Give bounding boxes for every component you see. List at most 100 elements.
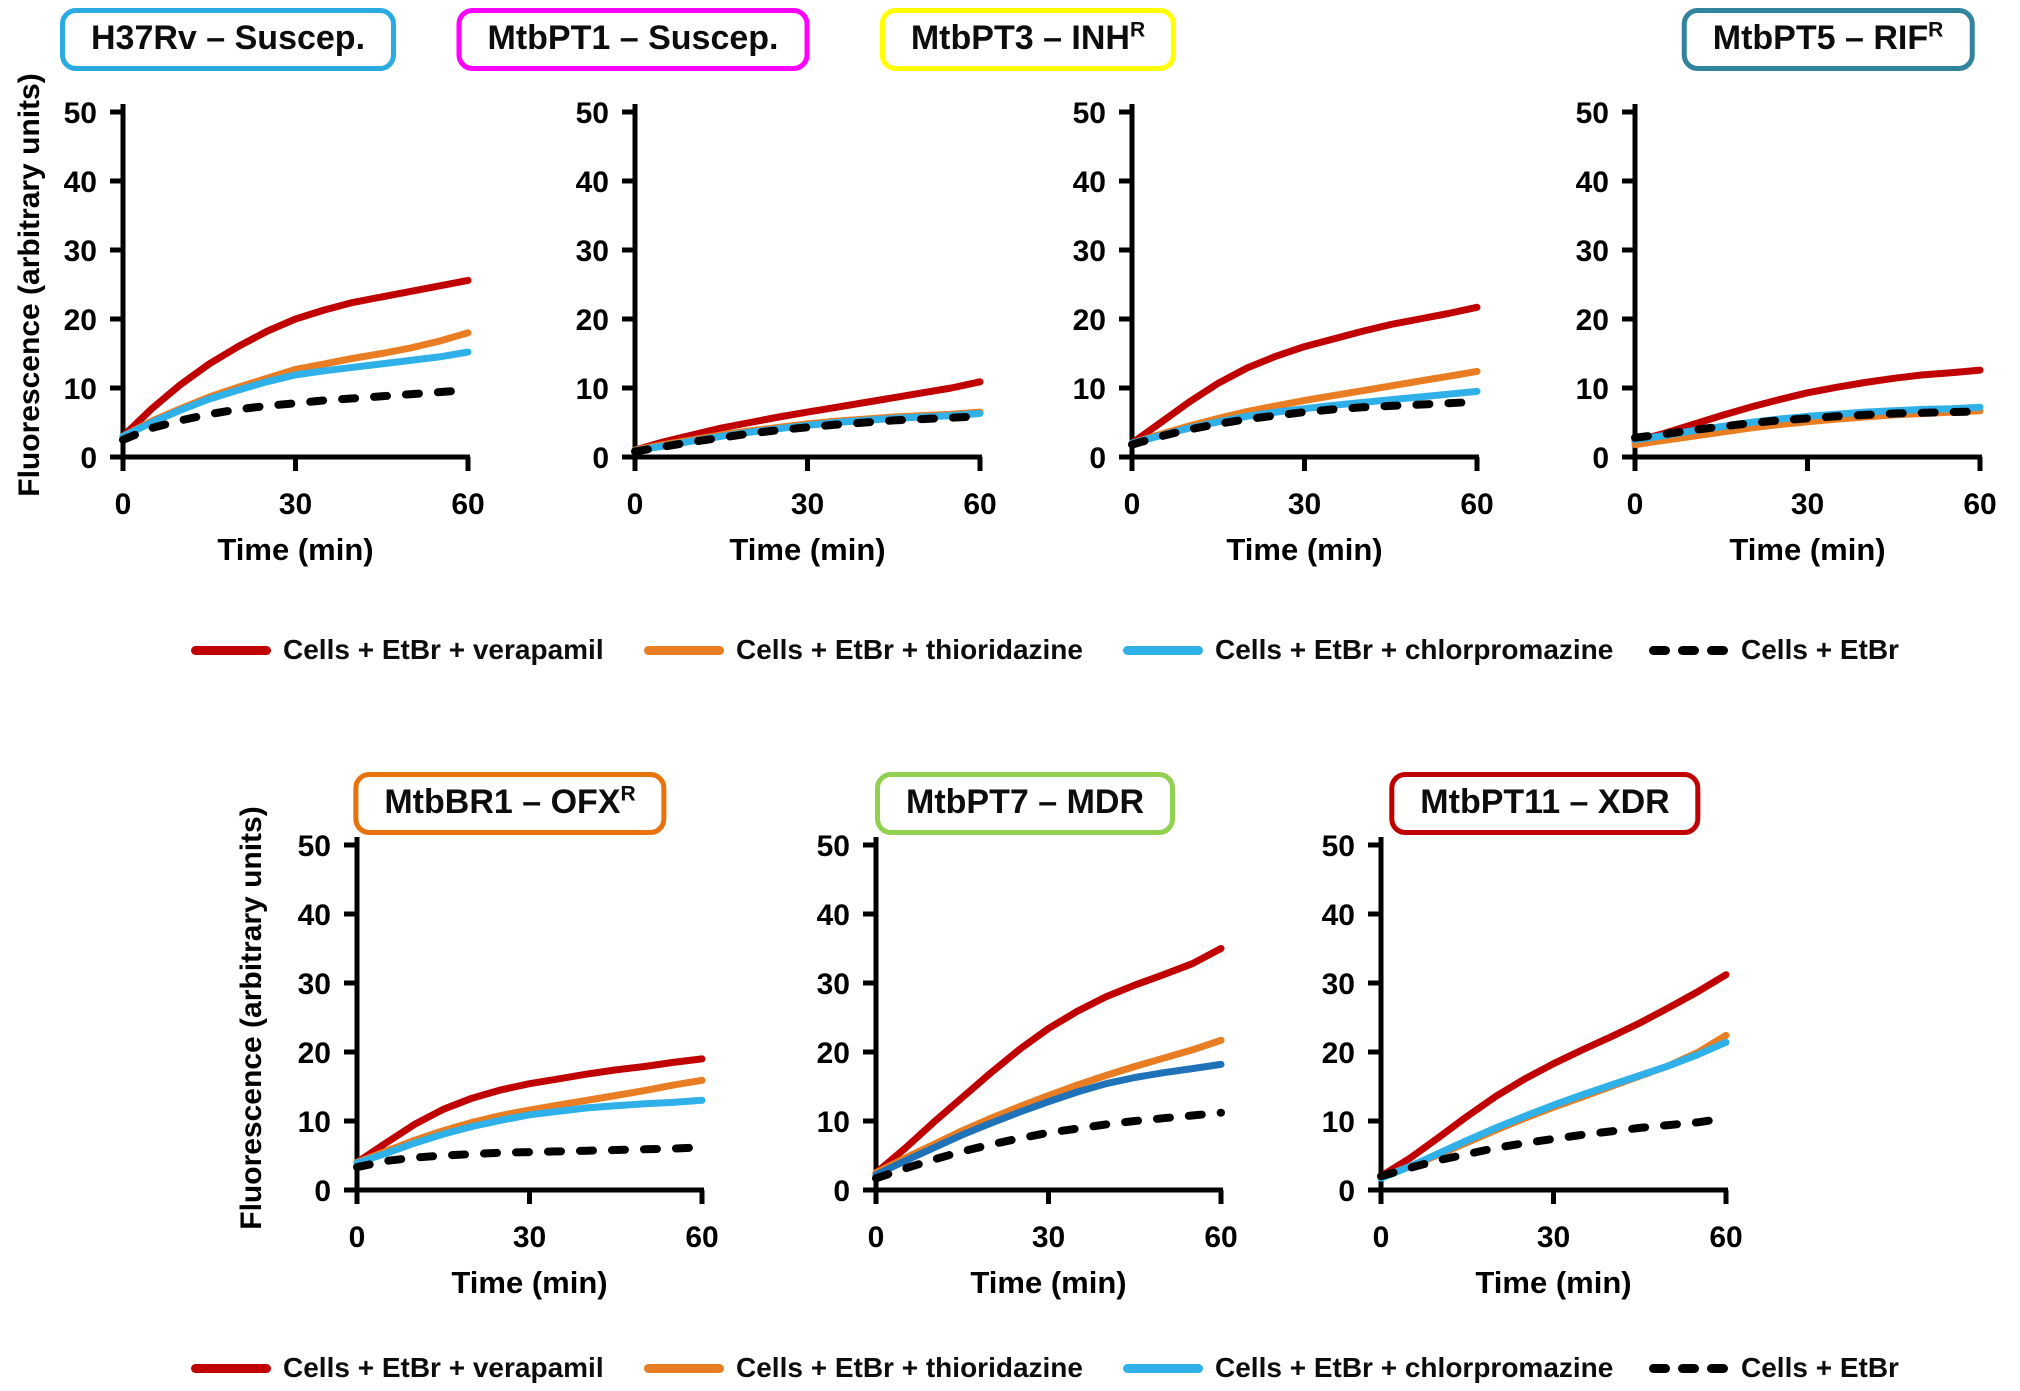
series-line-cells-etbr-verapamil (1128, 303, 1481, 447)
legend-label: Cells + EtBr (1741, 634, 1899, 665)
legend-item-cells-etbr: Cells + EtBr (1649, 622, 1899, 678)
series-line-cells-etbr-chlorpromazine (119, 348, 472, 440)
x-tick-label: 30 (1032, 1221, 1065, 1254)
x-tick-label: 60 (451, 488, 484, 521)
chart-title-h37rv: H37Rv – Suscep. (59, 8, 397, 71)
legend-label: Cells + EtBr + thioridazine (736, 1352, 1083, 1383)
y-tick-label: 10 (576, 373, 609, 406)
y-tick-label: 50 (576, 97, 609, 130)
series-line-cells-etbr-verapamil (1631, 366, 1984, 445)
legend-label: Cells + EtBr + verapamil (283, 634, 604, 665)
series-line-cells-etbr (1631, 407, 1984, 442)
y-tick-label: 0 (80, 442, 97, 475)
legend-line-swatch (191, 1363, 271, 1373)
x-tick-label: 30 (1537, 1221, 1570, 1254)
y-tick-label: 20 (64, 304, 97, 337)
chart-title-mtbpt5: MtbPT5 – RIFR (1681, 8, 1975, 71)
y-tick-label: 30 (298, 968, 331, 1001)
legend-label: Cells + EtBr + chlorpromazine (1215, 1352, 1614, 1383)
x-axis-title: Time (min) (729, 532, 885, 567)
y-tick-label: 0 (314, 1175, 331, 1208)
y-tick-label: 50 (1073, 97, 1106, 130)
x-tick-label: 60 (685, 1221, 718, 1254)
x-tick-label: 30 (279, 488, 312, 521)
legend-line-swatch (1123, 1363, 1203, 1373)
y-tick-label: 0 (833, 1175, 850, 1208)
superscript: R (1129, 18, 1146, 42)
y-tick-label: 0 (1338, 1175, 1355, 1208)
y-tick-label: 50 (1576, 97, 1609, 130)
legend-label: Cells + EtBr (1741, 1352, 1899, 1383)
x-axis-title: Time (min) (970, 1265, 1126, 1300)
chart-plot-h37rv: 0 10 20 30 40 50 0 30 60 Time (min) (64, 97, 485, 567)
chart-plot-mtbpt5: 0 10 20 30 40 50 0 30 60 Time (min) (1576, 97, 1997, 567)
y-tick-label: 40 (576, 166, 609, 199)
legend-line-swatch (191, 645, 271, 655)
y-tick-label: 20 (1322, 1037, 1355, 1070)
x-axis-title: Time (min) (217, 532, 373, 567)
series-line-cells-etbr-chlorpromazine (353, 1096, 706, 1167)
y-tick-label: 40 (64, 166, 97, 199)
x-axis-title: Time (min) (1729, 532, 1885, 567)
y-tick-label: 10 (1576, 373, 1609, 406)
series-line-cells-etbr-verapamil (631, 378, 984, 454)
series-line-cells-etbr (631, 412, 984, 456)
series-line-cells-etbr (353, 1143, 706, 1172)
x-axis-title: Time (min) (451, 1265, 607, 1300)
series-line-cells-etbr (1128, 397, 1481, 449)
y-tick-label: 40 (1576, 166, 1609, 199)
y-tick-label: 20 (576, 304, 609, 337)
y-tick-label: 30 (64, 235, 97, 268)
y-tick-label: 50 (817, 830, 850, 863)
y-tick-label: 50 (1322, 830, 1355, 863)
x-tick-label: 0 (627, 488, 644, 521)
y-tick-label: 30 (1322, 968, 1355, 1001)
legend-line-swatch (644, 645, 724, 655)
x-tick-label: 0 (115, 488, 132, 521)
y-tick-label: 20 (1073, 304, 1106, 337)
legend-line-swatch (644, 1363, 724, 1373)
legend-item-cells-etbr-thioridazine: Cells + EtBr + thioridazine (644, 1340, 1083, 1391)
x-tick-label: 30 (1791, 488, 1824, 521)
series-line-cells-etbr (119, 386, 472, 444)
series-line-cells-etbr-verapamil (872, 945, 1225, 1177)
y-tick-label: 20 (1576, 304, 1609, 337)
y-tick-label: 10 (298, 1106, 331, 1139)
x-tick-label: 60 (1963, 488, 1996, 521)
chart-plot-mtbpt3: 0 10 20 30 40 50 0 30 60 Time (min) (1073, 97, 1494, 567)
x-axis-title: Time (min) (1226, 532, 1382, 567)
x-tick-label: 0 (1627, 488, 1644, 521)
chart-title-mtbpt11: MtbPT11 – XDR (1389, 772, 1701, 835)
y-tick-label: 30 (1576, 235, 1609, 268)
x-tick-label: 30 (791, 488, 824, 521)
x-tick-label: 60 (963, 488, 996, 521)
y-tick-label: 10 (817, 1106, 850, 1139)
chart-plot-mtbpt7: 0 10 20 30 40 50 0 30 60 Time (min) (817, 830, 1238, 1300)
y-tick-label: 40 (1073, 166, 1106, 199)
superscript: R (620, 782, 636, 806)
chart-title-mtbpt3: MtbPT3 – INHR (879, 8, 1177, 71)
y-tick-label: 10 (1322, 1106, 1355, 1139)
series-line-cells-etbr-verapamil (119, 276, 472, 440)
legend-label: Cells + EtBr + thioridazine (736, 634, 1083, 665)
legend-line-swatch (1123, 645, 1203, 655)
x-tick-label: 30 (1288, 488, 1321, 521)
x-tick-label: 60 (1709, 1221, 1742, 1254)
series-line-cells-etbr (1377, 1114, 1730, 1181)
legend-item-cells-etbr-chlorpromazine: Cells + EtBr + chlorpromazine (1123, 1340, 1613, 1391)
legend-item-cells-etbr-thioridazine: Cells + EtBr + thioridazine (644, 622, 1083, 678)
legend-item-cells-etbr-verapamil: Cells + EtBr + verapamil (191, 1340, 604, 1391)
y-tick-label: 0 (592, 442, 609, 475)
y-tick-label: 50 (64, 97, 97, 130)
legend-label: Cells + EtBr + chlorpromazine (1215, 634, 1614, 665)
y-tick-label: 10 (64, 373, 97, 406)
y-tick-label: 50 (298, 830, 331, 863)
series-line-cells-etbr-chlorpromazine (1128, 387, 1481, 447)
series-line-cells-etbr-verapamil (1377, 971, 1730, 1180)
series-line-cells-etbr-chlorpromazine (1377, 1038, 1730, 1182)
legend-line-swatch (1649, 645, 1729, 655)
legend-item-cells-etbr: Cells + EtBr (1649, 1340, 1899, 1391)
series-line-cells-etbr-chlorpromazine (872, 1060, 1225, 1179)
chart-plot-mtbpt1: 0 10 20 30 40 50 0 30 60 Time (min) (576, 97, 997, 567)
